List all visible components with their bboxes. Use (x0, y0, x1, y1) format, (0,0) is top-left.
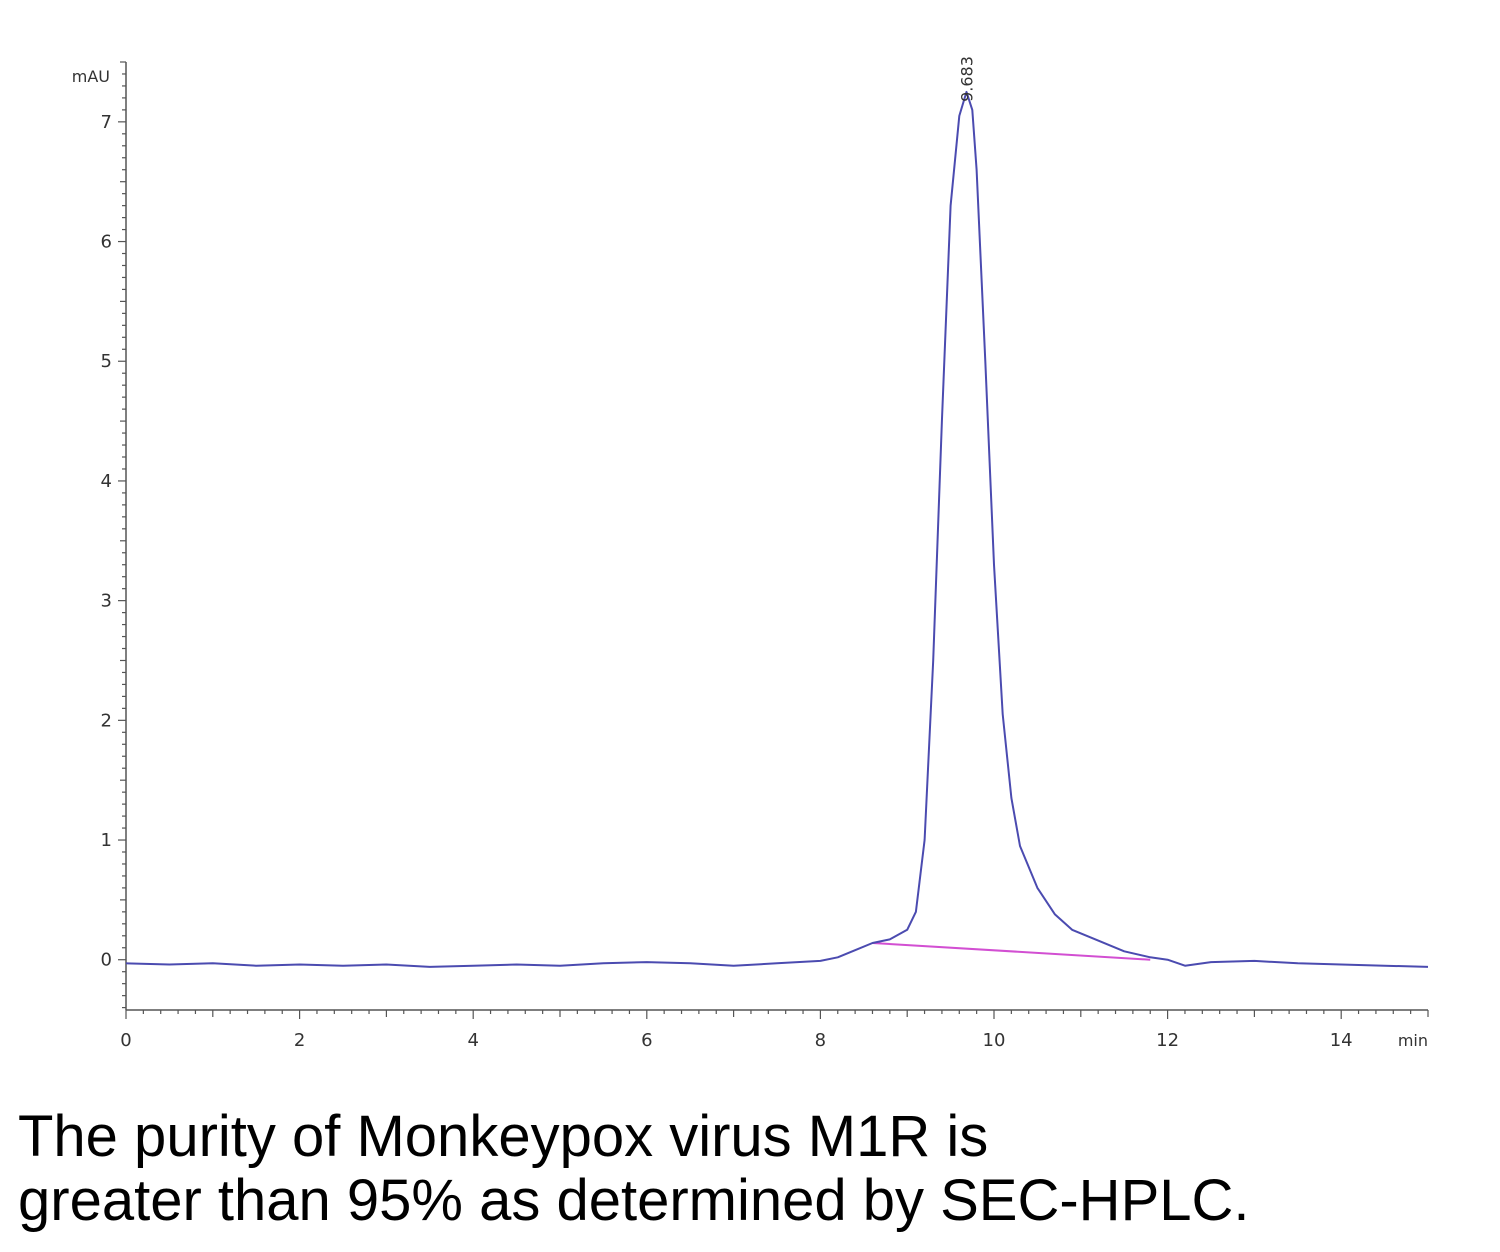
chart-axes (125, 62, 1428, 1011)
x-unit-label: min (1398, 1031, 1428, 1050)
y-tick-label: 3 (101, 591, 112, 612)
x-tick-label: 14 (1330, 1030, 1353, 1051)
y-tick-label: 0 (101, 950, 112, 971)
x-tick-label: 2 (294, 1030, 305, 1051)
y-tick-label: 6 (101, 232, 112, 253)
plot-area: 9.683 (125, 56, 1429, 968)
x-tick-label: 4 (467, 1030, 478, 1051)
x-tick-label: 8 (815, 1030, 826, 1051)
figure-caption: The purity of Monkeypox virus M1R is gre… (18, 1105, 1488, 1233)
y-tick-label: 7 (101, 112, 112, 133)
y-tick-label: 5 (101, 351, 112, 372)
caption-line-1: The purity of Monkeypox virus M1R is (18, 1104, 989, 1169)
x-tick-label: 0 (120, 1030, 131, 1051)
y-unit-label: mAU (72, 67, 110, 86)
x-tick-label: 12 (1156, 1030, 1179, 1051)
chromatogram-trace (125, 90, 1429, 968)
axis-ticks (118, 61, 1429, 1019)
y-tick-label: 4 (101, 471, 112, 492)
x-tick-label: 10 (983, 1030, 1006, 1051)
caption-line-2: greater than 95% as determined by SEC-HP… (18, 1168, 1250, 1233)
peak-retention-label: 9.683 (957, 56, 976, 102)
y-tick-label: 1 (101, 830, 112, 851)
x-tick-label: 6 (641, 1030, 652, 1051)
y-tick-label: 2 (101, 710, 112, 731)
integration-baseline (872, 941, 1151, 961)
